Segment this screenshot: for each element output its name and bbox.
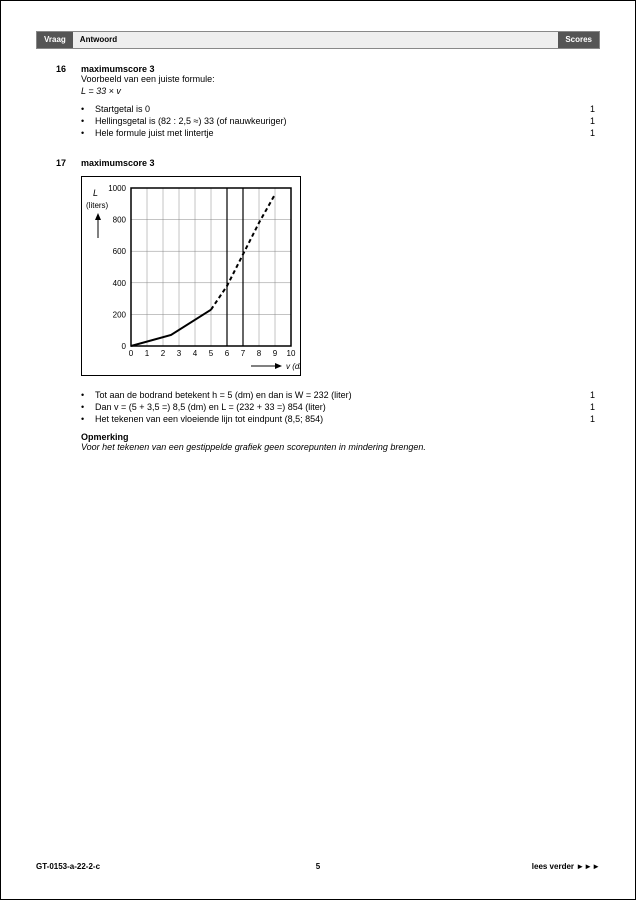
footer: GT-0153-a-22-2-c 5 lees verder ►►► (36, 862, 600, 871)
chart-svg: 0 1 2 3 4 5 6 7 8 9 10 0 200 400 600 800 1000 L (liters) v … (81, 176, 301, 376)
bullet-text: Het tekenen van een vloeiende lijn tot e… (95, 414, 575, 424)
bullet-icon: • (81, 414, 95, 424)
bullet-icon: • (81, 104, 95, 114)
bullet-icon: • (81, 128, 95, 138)
list-item: • Dan v = (5 + 3,5 =) 8,5 (dm) en L = (2… (81, 402, 595, 412)
content-area: 16 maximumscore 3 Voorbeeld van een juis… (36, 64, 600, 452)
bullet-text: Startgetal is 0 (95, 104, 575, 114)
page: Vraag Antwoord Scores 16 maximumscore 3 … (0, 0, 636, 900)
svg-text:200: 200 (113, 310, 127, 319)
svg-text:7: 7 (241, 349, 246, 358)
q16-title: maximumscore 3 (81, 64, 595, 74)
bullet-score: 1 (575, 128, 595, 138)
q16-subtitle: Voorbeeld van een juiste formule: (81, 74, 595, 84)
list-item: • Startgetal is 0 1 (81, 104, 595, 114)
svg-text:6: 6 (225, 349, 230, 358)
bullet-text: Tot aan de bodrand betekent h = 5 (dm) e… (95, 390, 575, 400)
svg-text:800: 800 (113, 216, 127, 225)
bullet-icon: • (81, 390, 95, 400)
remark-body: Voor het tekenen van een gestippelde gra… (81, 442, 595, 452)
question-17: 17 maximumscore 3 0 1 2 3 4 5 6 7 8 9 10 0 200 400 600… (56, 158, 595, 452)
q16-formula: L = 33 × v (81, 86, 595, 96)
bullet-text: Hele formule juist met lintertje (95, 128, 575, 138)
footer-left: GT-0153-a-22-2-c (36, 862, 100, 871)
bullet-icon: • (81, 402, 95, 412)
list-item: • Tot aan de bodrand betekent h = 5 (dm)… (81, 390, 595, 400)
svg-text:4: 4 (193, 349, 198, 358)
header-col-antwoord: Antwoord (73, 32, 559, 48)
svg-text:0: 0 (122, 342, 127, 351)
q16-bullets: • Startgetal is 0 1 • Hellingsgetal is (… (81, 104, 595, 138)
list-item: • Hele formule juist met lintertje 1 (81, 128, 595, 138)
svg-text:10: 10 (287, 349, 296, 358)
footer-right: lees verder ►►► (532, 862, 600, 871)
q17-title: maximumscore 3 (81, 158, 595, 168)
remark-title: Opmerking (81, 432, 595, 442)
svg-text:1000: 1000 (108, 184, 126, 193)
svg-text:8: 8 (257, 349, 262, 358)
svg-text:L: L (93, 188, 98, 198)
header-bar: Vraag Antwoord Scores (36, 31, 600, 49)
svg-text:v (dm): v (dm) (286, 362, 301, 371)
svg-text:9: 9 (273, 349, 278, 358)
header-col-scores: Scores (558, 32, 599, 48)
header-col-vraag: Vraag (37, 32, 73, 48)
bullet-score: 1 (575, 402, 595, 412)
q17-bullets: • Tot aan de bodrand betekent h = 5 (dm)… (81, 390, 595, 424)
q17-chart: 0 1 2 3 4 5 6 7 8 9 10 0 200 400 600 800 1000 L (liters) v … (81, 176, 595, 378)
footer-center: 5 (316, 862, 320, 871)
question-16: 16 maximumscore 3 Voorbeeld van een juis… (56, 64, 595, 140)
svg-text:3: 3 (177, 349, 182, 358)
list-item: • Hellingsgetal is (82 : 2,5 ≈) 33 (of n… (81, 116, 595, 126)
bullet-icon: • (81, 116, 95, 126)
svg-text:1: 1 (145, 349, 150, 358)
q17-number: 17 (56, 158, 81, 168)
bullet-score: 1 (575, 116, 595, 126)
bullet-text: Dan v = (5 + 3,5 =) 8,5 (dm) en L = (232… (95, 402, 575, 412)
svg-text:400: 400 (113, 279, 127, 288)
svg-text:(liters): (liters) (86, 201, 109, 210)
svg-text:5: 5 (209, 349, 214, 358)
bullet-score: 1 (575, 414, 595, 424)
svg-text:600: 600 (113, 247, 127, 256)
bullet-score: 1 (575, 104, 595, 114)
bullet-score: 1 (575, 390, 595, 400)
svg-text:0: 0 (129, 349, 134, 358)
list-item: • Het tekenen van een vloeiende lijn tot… (81, 414, 595, 424)
svg-text:2: 2 (161, 349, 166, 358)
q16-number: 16 (56, 64, 81, 74)
bullet-text: Hellingsgetal is (82 : 2,5 ≈) 33 (of nau… (95, 116, 575, 126)
